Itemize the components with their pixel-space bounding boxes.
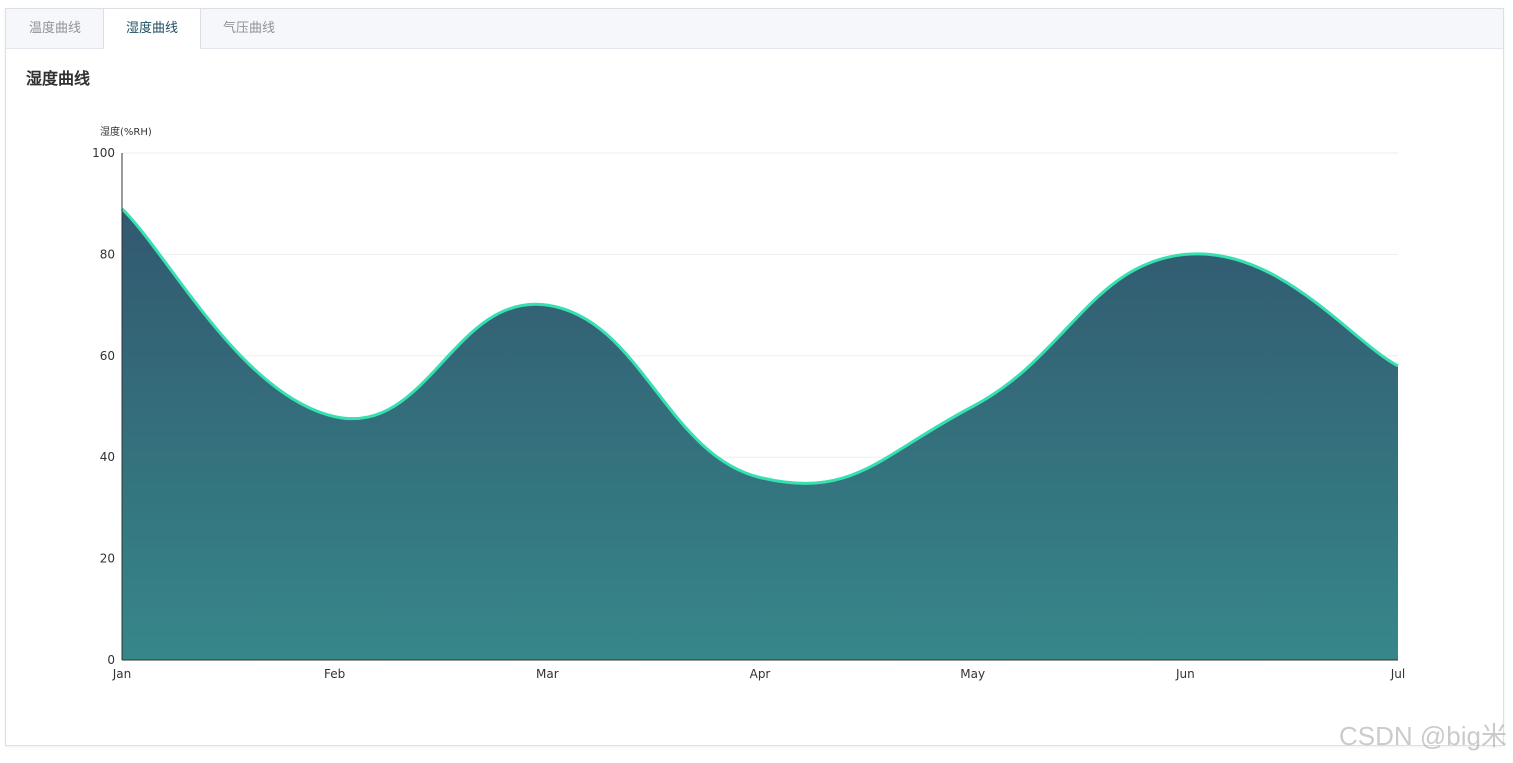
- x-axis-ticks: Jan Feb Mar Apr May Jun Jul: [112, 667, 1405, 681]
- tab-pressure[interactable]: 气压曲线: [222, 21, 275, 36]
- x-tick-label: Mar: [536, 667, 559, 681]
- x-tick-label: Jul: [1390, 667, 1405, 681]
- y-tick-label: 80: [100, 247, 115, 261]
- x-tick-label: May: [960, 667, 985, 681]
- panel-title: 湿度曲线: [26, 69, 91, 88]
- x-tick-label: Jan: [112, 667, 132, 681]
- tab-temperature[interactable]: 温度曲线: [28, 21, 81, 36]
- x-tick-label: Apr: [750, 667, 771, 681]
- tab-bar: 温度曲线 湿度曲线 气压曲线: [6, 9, 1503, 49]
- y-tick-label: 20: [100, 552, 115, 566]
- y-tick-label: 60: [100, 349, 115, 363]
- humidity-line: [120, 207, 1399, 485]
- y-axis-title: 湿度(%RH): [100, 125, 152, 138]
- humidity-area: [122, 208, 1398, 660]
- watermark: CSDN @big米: [1339, 721, 1507, 751]
- y-tick-label: 100: [92, 146, 115, 160]
- y-tick-label: 0: [107, 653, 115, 667]
- x-tick-label: Feb: [324, 667, 345, 681]
- y-tick-label: 40: [100, 450, 115, 464]
- x-tick-label: Jun: [1175, 667, 1195, 681]
- tab-humidity[interactable]: 湿度曲线: [103, 9, 201, 49]
- y-axis-ticks: 0 20 40 60 80 100: [92, 146, 115, 667]
